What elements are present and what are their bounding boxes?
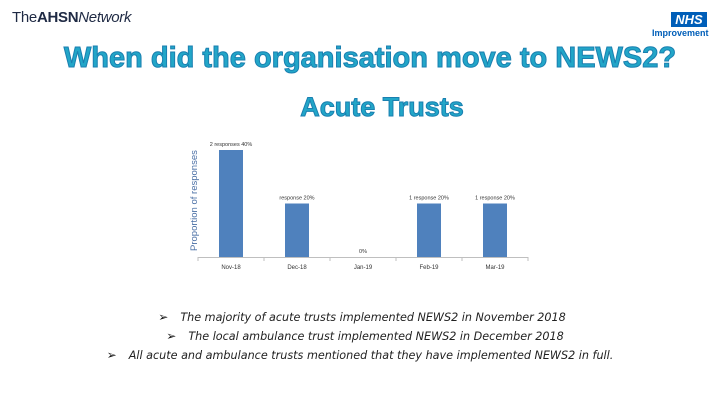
- bar-nov-18: [219, 150, 243, 257]
- y-axis-label: Proportion of responses: [189, 150, 200, 251]
- x-tick-label-feb-19: Feb-19: [419, 265, 439, 271]
- chart-data-labels: 2 responses 40% response 20% 0% 1 response …: [210, 142, 515, 255]
- brand-suffix: Network: [78, 9, 132, 26]
- nhs-improvement-label: Improvement: [652, 28, 709, 38]
- page-subtitle: Acute Trusts: [300, 92, 465, 123]
- data-label-mar-19: 1 response 20%: [475, 196, 515, 202]
- finding-text: The local ambulance trust implemented NE…: [188, 330, 564, 343]
- finding-item: ➢ The local ambulance trust implemented N…: [0, 327, 720, 346]
- finding-item: ➢ All acute and ambulance trusts mentione…: [0, 346, 720, 365]
- data-label-feb-19: 1 response 20%: [409, 196, 449, 202]
- x-tick-label-mar-19: Mar-19: [485, 265, 505, 271]
- ahsn-network-logo: TheAHSNNetwork: [12, 9, 131, 26]
- data-label-nov-18: 2 responses 40%: [210, 142, 253, 148]
- chart-x-ticks: Nov-18 Dec-18 Jan-19 Feb-19 Mar-19: [197, 257, 529, 271]
- data-label-jan-19: 0%: [359, 249, 367, 255]
- x-tick-label-dec-18: Dec-18: [287, 265, 307, 271]
- findings-list: ➢ The majority of acute trusts implemente…: [0, 308, 720, 365]
- bar-feb-19: [417, 203, 441, 257]
- data-label-dec-18: response 20%: [279, 196, 314, 202]
- finding-item: ➢ The majority of acute trusts implemente…: [0, 308, 720, 327]
- arrow-bullet-icon: ➢: [106, 348, 117, 362]
- bar-chart: 2 responses 40% response 20% 0% 1 response …: [189, 142, 529, 271]
- arrow-bullet-icon: ➢: [158, 310, 169, 324]
- chart-bars: [219, 150, 507, 257]
- bar-dec-18: [285, 203, 309, 257]
- page-title: When did the organisation move to NEWS2?: [63, 42, 677, 75]
- x-tick-label-nov-18: Nov-18: [221, 265, 241, 271]
- brand-bold: AHSN: [36, 9, 79, 26]
- finding-text: All acute and ambulance trusts mentioned…: [128, 349, 614, 362]
- finding-text: The majority of acute trusts implemented…: [180, 311, 566, 324]
- x-tick-label-jan-19: Jan-19: [354, 265, 373, 271]
- nhs-logo: NHS: [671, 12, 707, 27]
- arrow-bullet-icon: ➢: [166, 329, 177, 343]
- bar-mar-19: [483, 203, 507, 257]
- brand-prefix: The: [12, 9, 37, 26]
